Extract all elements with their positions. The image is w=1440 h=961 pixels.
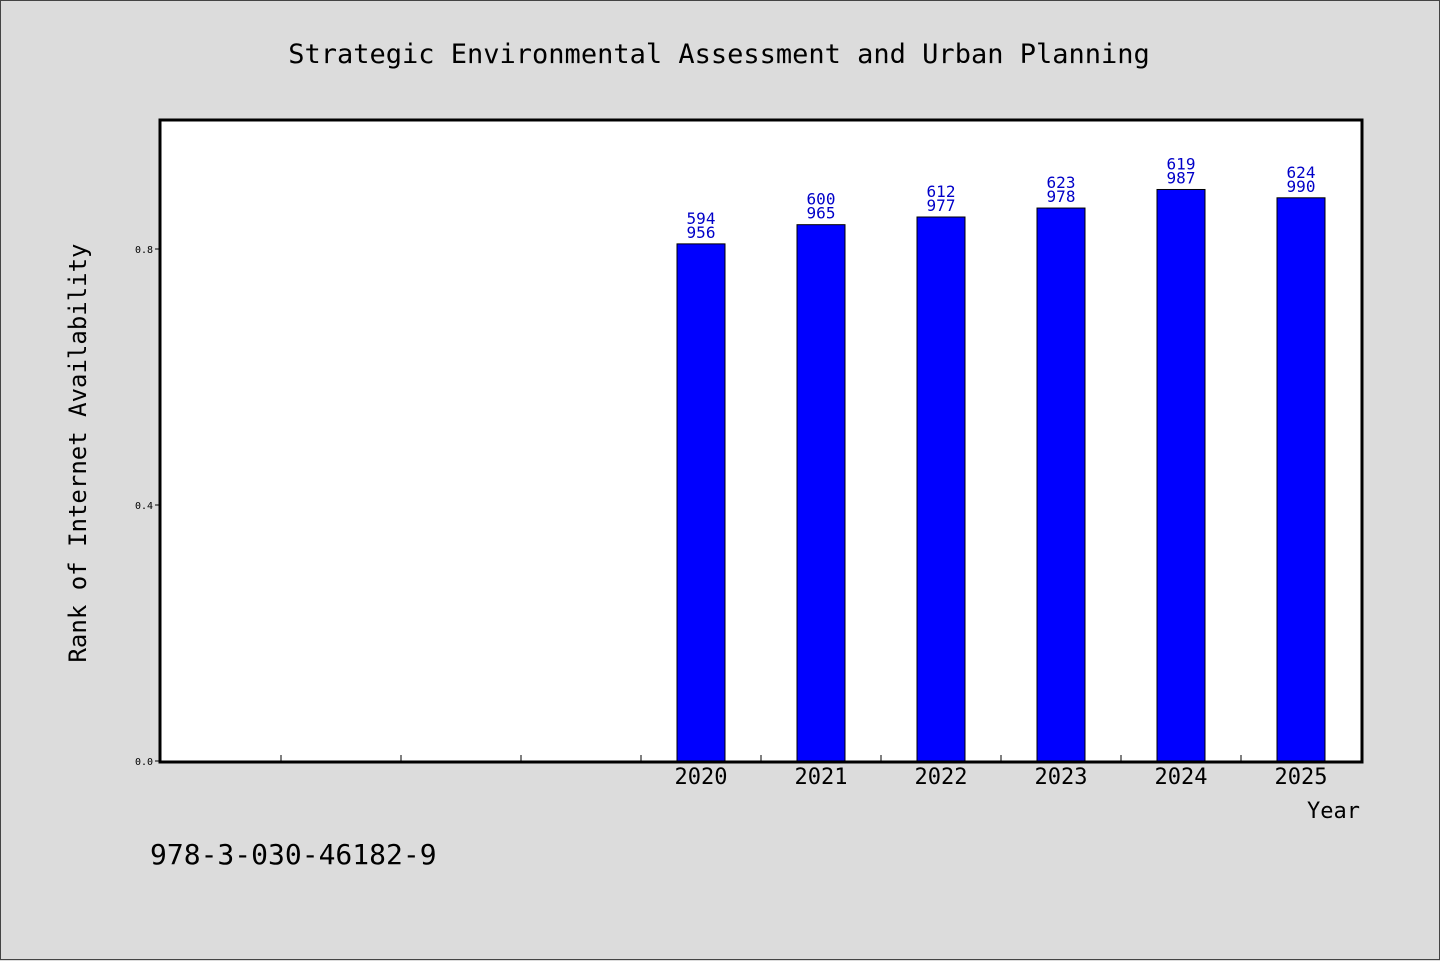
bar-label-top: 594 <box>687 209 716 228</box>
bar-label-top: 612 <box>927 182 956 201</box>
y-axis-label: Rank of Internet Availability <box>64 243 92 662</box>
bar-2020 <box>676 243 726 762</box>
bar-label-bottom: 965 <box>807 204 836 223</box>
bar-label-bottom: 956 <box>687 223 716 242</box>
bar-label-bottom: 978 <box>1047 187 1076 206</box>
y-tick-label: 0.8 <box>135 245 153 256</box>
bar-label-bottom: 987 <box>1167 168 1196 187</box>
bar-label-bottom: 977 <box>927 196 956 215</box>
bar-label-top: 600 <box>807 190 836 209</box>
bar-2025 <box>1276 197 1326 762</box>
y-tick-label: 0.0 <box>135 757 153 768</box>
bar-label-bottom: 990 <box>1287 177 1316 196</box>
x-axis-label: Year <box>1307 799 1360 824</box>
bar-2023 <box>1036 207 1086 762</box>
x-tick-label: 2020 <box>675 765 728 790</box>
footer-isbn: 978-3-030-46182-9 <box>150 838 437 871</box>
x-ticks: 2020 2021 2022 2023 2024 2025 <box>280 755 1328 790</box>
bar-label-top: 624 <box>1287 163 1316 182</box>
x-tick-label: 2022 <box>915 765 968 790</box>
x-tick-label: 2023 <box>1035 765 1088 790</box>
bar-2022 <box>916 216 966 762</box>
x-tick-label: 2024 <box>1155 765 1208 790</box>
bar-label-top: 623 <box>1047 173 1076 192</box>
x-tick-label: 2025 <box>1275 765 1328 790</box>
bar-2024 <box>1156 188 1206 762</box>
y-ticks: 0.0 0.4 0.8 <box>135 245 161 768</box>
y-tick-label: 0.4 <box>135 501 153 512</box>
chart-title: Strategic Environmental Assessment and U… <box>288 39 1150 70</box>
bar-2021 <box>796 224 846 762</box>
x-tick-label: 2021 <box>795 765 848 790</box>
bar-label-top: 619 <box>1167 154 1196 173</box>
